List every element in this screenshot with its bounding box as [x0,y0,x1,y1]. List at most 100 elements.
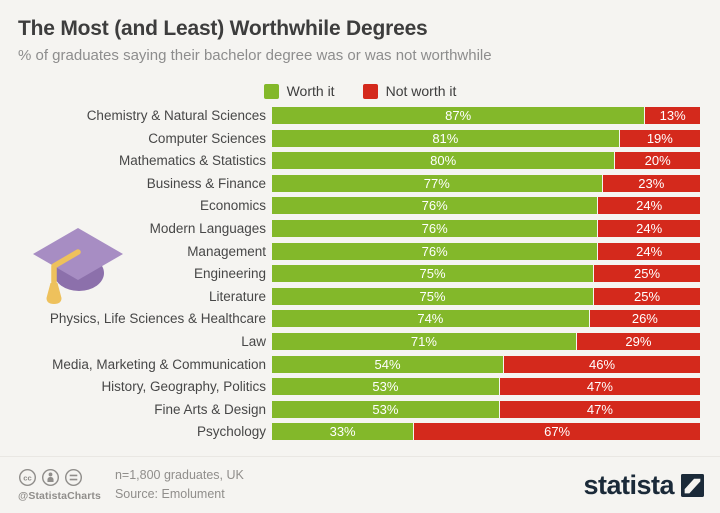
category-label: Management [187,243,266,259]
license-icons: cc [18,468,83,487]
category-label: Media, Marketing & Communication [52,356,266,372]
worth-it-bar-segment[interactable]: 80% [272,152,615,170]
not-worth-it-bar-segment[interactable]: 24% [598,197,700,215]
page-subtitle: % of graduates saying their bachelor deg… [18,47,492,64]
legend: Worth it Not worth it [0,83,720,99]
worth-it-bar-segment[interactable]: 53% [272,400,499,418]
category-label: Chemistry & Natural Sciences [86,108,266,123]
bar-track: 77% 23% [272,174,700,192]
category-label: Physics, Life Sciences & Healthcare [49,311,266,327]
source-note: Source: Emolument [114,487,225,501]
page-title: The Most (and Least) Worthwhile Degrees [18,17,428,40]
source-notes: n=1,800 graduates, UK Source: Emolument [115,466,244,504]
worth-it-bar-segment[interactable]: 71% [272,332,576,350]
legend-item-not-worth-it: Not worth it [362,83,457,99]
category-label: Law [241,333,266,349]
license-block: cc @StatistaCharts [18,468,101,502]
bar-track: 54% 46% [272,355,700,373]
chart-row: Business & Finance 77% 23% [18,174,700,192]
not-worth-it-swatch [362,83,378,99]
not-worth-it-bar-segment[interactable]: 47% [499,378,700,396]
chart-row: Psychology 33% 67% [18,423,700,441]
bar-track: 81% 19% [272,129,700,147]
worth-it-bar-segment[interactable]: 76% [272,197,598,215]
not-worth-it-bar-segment[interactable]: 24% [598,219,700,237]
chart-row: Law 71% 29% [18,332,700,350]
category-label: Psychology [196,424,266,440]
not-worth-it-bar-segment[interactable]: 13% [645,107,700,124]
not-worth-it-bar-segment[interactable]: 25% [594,265,700,283]
chart-row: Literature 75% 25% [18,287,700,305]
worth-it-bar-segment[interactable]: 87% [272,107,645,124]
worth-it-bar-segment[interactable]: 53% [272,378,499,396]
cc-icon[interactable]: cc [18,468,37,487]
bar-track: 53% 47% [272,378,700,396]
chart-row: Computer Sciences 81% 19% [18,129,700,147]
worth-it-swatch [263,83,279,99]
equal-icon[interactable] [64,468,83,487]
category-label: History, Geography, Politics [101,379,266,395]
category-label: Fine Arts & Design [154,401,266,417]
not-worth-it-bar-segment[interactable]: 26% [589,310,700,328]
svg-text:cc: cc [23,473,31,482]
not-worth-it-bar-segment[interactable]: 23% [602,174,700,192]
header: The Most (and Least) Worthwhile Degrees … [0,0,720,66]
chart-row: Chemistry & Natural Sciences 87% 13% [18,107,700,124]
worth-it-bar-segment[interactable]: 76% [272,219,598,237]
category-label: Mathematics & Statistics [118,153,266,169]
bar-chart: Chemistry & Natural Sciences 87% 13% Comput… [18,107,700,441]
statista-logo-mark [681,473,704,497]
category-label: Computer Sciences [148,130,266,146]
legend-item-worth-it: Worth it [263,83,335,99]
legend-label-worth-it: Worth it [286,83,335,99]
worth-it-bar-segment[interactable]: 33% [272,423,414,441]
legend-label-not-worth-it: Not worth it [385,83,457,99]
bar-track: 87% 13% [272,107,700,124]
bar-track: 71% 29% [272,332,700,350]
category-label: Economics [199,198,266,214]
worth-it-bar-segment[interactable]: 81% [272,129,619,147]
attribution-icon[interactable] [41,468,60,487]
chart-row: Engineering 75% 25% [18,265,700,283]
not-worth-it-bar-segment[interactable]: 19% [619,129,700,147]
not-worth-it-bar-segment[interactable]: 46% [504,355,700,373]
chart-row: History, Geography, Politics 53% 47% [18,378,700,396]
bar-track: 75% 25% [272,265,700,283]
worth-it-bar-segment[interactable]: 77% [272,174,602,192]
statista-charts-handle[interactable]: @StatistaCharts [18,490,101,502]
bar-track: 76% 24% [272,242,700,260]
chart-row: Economics 76% 24% [18,197,700,215]
bar-track: 53% 47% [272,400,700,418]
category-label: Business & Finance [146,175,266,191]
sample-note: n=1,800 graduates, UK [114,468,244,482]
bar-track: 76% 24% [272,219,700,237]
not-worth-it-bar-segment[interactable]: 47% [499,400,700,418]
bar-track: 75% 25% [272,287,700,305]
chart-row: Physics, Life Sciences & Healthcare 74% 26… [18,310,700,328]
chart-row: Management 76% 24% [18,242,700,260]
chart-row: Mathematics & Statistics 80% 20% [18,152,700,170]
statista-logo[interactable]: statista [583,469,704,500]
worth-it-bar-segment[interactable]: 75% [272,265,593,283]
chart-row: Fine Arts & Design 53% 47% [18,400,700,418]
bar-track: 80% 20% [272,152,700,170]
bar-track: 76% 24% [272,197,700,215]
worth-it-bar-segment[interactable]: 76% [272,242,598,260]
category-label: Modern Languages [149,220,266,236]
footer: cc @StatistaCharts n=1,800 graduates, UK… [0,456,720,513]
not-worth-it-bar-segment[interactable]: 20% [615,152,700,170]
not-worth-it-bar-segment[interactable]: 24% [598,242,700,260]
not-worth-it-bar-segment[interactable]: 25% [594,287,700,305]
worth-it-bar-segment[interactable]: 54% [272,355,504,373]
not-worth-it-bar-segment[interactable]: 29% [576,332,700,350]
worth-it-bar-segment[interactable]: 75% [272,287,593,305]
category-label: Literature [208,288,266,304]
statista-wordmark: statista [583,469,674,500]
category-label: Engineering [193,266,266,282]
graduation-cap-icon [33,228,123,304]
not-worth-it-bar-segment[interactable]: 67% [414,423,700,441]
worth-it-bar-segment[interactable]: 74% [272,310,589,328]
bar-track: 33% 67% [272,423,700,441]
bar-track: 74% 26% [272,310,700,328]
